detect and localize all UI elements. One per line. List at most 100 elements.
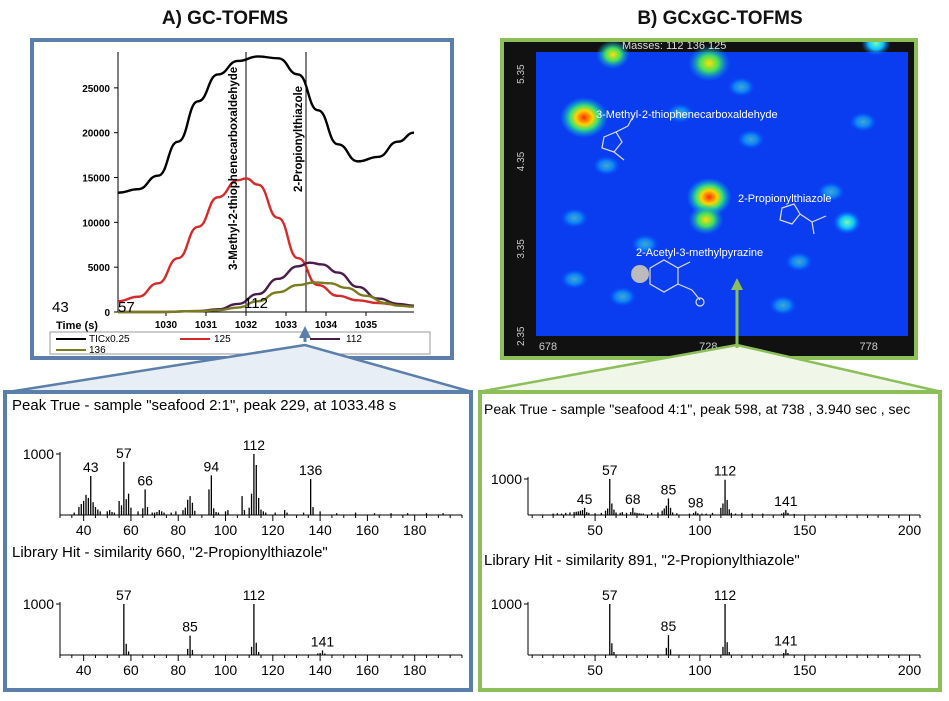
series-line-136 (118, 281, 415, 314)
x-tick-label: 100 (688, 522, 712, 538)
panel-a-heading: A) GC-TOFMS (161, 8, 289, 29)
x-tick-label: 200 (898, 522, 922, 538)
peak-spot (832, 210, 862, 235)
peak-mass-label: 112 (714, 463, 737, 479)
mass-spectrum-2: 1000 40 60 80 100 120 140 160 180 57 85 112 141 (23, 587, 463, 678)
y-tick-label: 2.35 (516, 326, 527, 346)
background-blob (608, 286, 637, 307)
peak-mass-label: 141 (774, 493, 798, 509)
peak-spot (687, 45, 731, 82)
x-tick-label: 180 (403, 662, 427, 678)
mass-spectrum-1: 1000 40 60 80 100 120 140 160 180 43 57 66 94 112 136 (23, 437, 463, 538)
y-tick-label: 1000 (23, 446, 54, 462)
peak-mass-label: 112 (714, 587, 737, 603)
y-tick-label: 4.35 (516, 151, 527, 171)
x-tick-label: 150 (793, 522, 817, 538)
spectra-frame-b (478, 390, 942, 692)
peak-mass-label: 57 (116, 587, 132, 603)
background-blob (631, 234, 660, 255)
peak-mass-label: 141 (774, 632, 798, 648)
annotation-propionylthiazole: 2-Propionylthiazole (293, 86, 305, 192)
compound-label-acetylpyrazine: 2-Acetyl-3-methylpyrazine (636, 247, 763, 259)
x-tick-label: 100 (214, 662, 238, 678)
x-tick-label: 150 (793, 662, 817, 678)
masses-label: Masses: 112 136 125 (622, 42, 726, 52)
peak-mass-label: 85 (661, 618, 677, 634)
y-tick-label: 1000 (23, 596, 54, 612)
series-line-125 (117, 177, 415, 307)
library-hit-title-b: Library Hit - similarity 891, "2-Propion… (484, 552, 800, 569)
compound-label-methylthiophene: 3-Methyl-2-thiophenecarboxaldehyde (596, 109, 778, 121)
peak-mass-label: 141 (311, 633, 335, 649)
x-axis-label: Time (s) (56, 320, 98, 332)
x-tick-label: 160 (356, 522, 380, 538)
legend-label-tic: TICx0.25 (89, 334, 130, 345)
peak-mass-label: 45 (577, 491, 593, 507)
background-blob (784, 251, 813, 272)
background-blob (666, 103, 695, 124)
legend-label-112: 112 (346, 334, 362, 345)
background-blob (817, 181, 846, 202)
y-tick-label: 20000 (82, 129, 110, 140)
legend-label-125: 125 (214, 334, 231, 345)
peak-mass-label: 94 (204, 458, 220, 474)
x-tick-label: 50 (587, 662, 603, 678)
annotation-methylthiophene: 3-Methyl-2-thiophenecarboxaldehyde (228, 67, 240, 270)
compound-label-propionylthiazole: 2-Propionylthiazole (738, 193, 832, 205)
y-tick-label: 15000 (82, 174, 110, 185)
series-line-ticx025 (117, 55, 415, 194)
x-tick-label: 160 (356, 662, 380, 678)
peak-mass-label: 57 (116, 445, 132, 461)
y-tick-label: 3.35 (516, 239, 527, 259)
peak-spot (595, 42, 630, 70)
x-tick-label: 1035 (355, 320, 378, 331)
x-tick-label: 40 (76, 662, 92, 678)
x-tick-label: 120 (261, 662, 285, 678)
peak-mass-label: 85 (661, 481, 677, 497)
y-tick-label: 10000 (82, 218, 110, 229)
peak-mass-label: 112 (243, 437, 266, 453)
background-blob (849, 111, 878, 132)
peak-mass-label: 57 (602, 587, 618, 603)
mass-spectrum-3: 1000 50 100 150 200 45 57 68 85 98 112 141 (491, 462, 922, 538)
y-tick-label: 25000 (82, 84, 110, 95)
peak-true-title-a: Peak True - sample "seafood 2:1", peak 2… (12, 397, 397, 414)
background-blob (736, 129, 765, 150)
background-blob (560, 208, 589, 229)
x-tick-label: 140 (308, 522, 332, 538)
x-tick-label: 180 (403, 522, 427, 538)
y-tick-label: 1000 (491, 471, 522, 487)
peak-spot (560, 97, 609, 138)
background-blob (768, 295, 797, 316)
mass-label-112: 112 (244, 295, 268, 312)
x-tick-label: 50 (587, 522, 603, 538)
spectra-frame-a (3, 390, 473, 692)
x-tick-label: 1033 (275, 320, 298, 331)
structure-pyrazine-icon (631, 259, 705, 307)
x-tick-label: 1030 (155, 320, 178, 331)
x-tick-label: 80 (170, 662, 186, 678)
peak-mass-label: 136 (299, 462, 323, 478)
y-tick-label: 1000 (491, 596, 522, 612)
x-tick-label: 80 (170, 522, 186, 538)
panel-b-heading: B) GCxGC-TOFMS (637, 8, 803, 29)
peak-mass-label: 57 (602, 462, 618, 478)
structure-thiazole-icon (779, 203, 827, 235)
x-tick-label: 120 (261, 522, 285, 538)
x-tick-label: 40 (76, 522, 92, 538)
y-tick-label: 5.35 (516, 64, 527, 84)
peak-mass-label: 68 (625, 491, 641, 507)
x-tick-label: 140 (308, 662, 332, 678)
y-tick-label: 5000 (88, 263, 111, 274)
peak-spot (688, 204, 724, 235)
mass-label-43: 43 (52, 299, 69, 316)
peak-true-title-b: Peak True - sample "seafood 4:1", peak 5… (484, 401, 911, 417)
mass-label-57: 57 (118, 299, 135, 316)
background-blob (727, 76, 756, 97)
peak-mass-label: 98 (688, 494, 704, 510)
x-tick-label: 60 (123, 522, 139, 538)
peak-mass-label: 85 (182, 619, 198, 635)
background-blob (592, 155, 621, 176)
